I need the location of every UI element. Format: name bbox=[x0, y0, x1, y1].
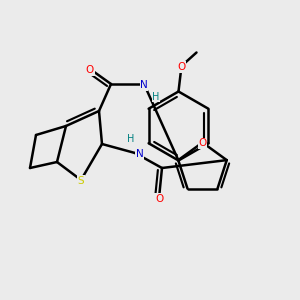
Text: H: H bbox=[127, 134, 134, 144]
Text: O: O bbox=[86, 65, 94, 75]
Text: N: N bbox=[136, 149, 143, 159]
Text: O: O bbox=[177, 62, 186, 72]
Text: H: H bbox=[152, 92, 160, 102]
Text: O: O bbox=[155, 194, 163, 204]
Text: S: S bbox=[78, 176, 84, 186]
Text: O: O bbox=[198, 139, 207, 148]
Text: N: N bbox=[140, 80, 148, 90]
